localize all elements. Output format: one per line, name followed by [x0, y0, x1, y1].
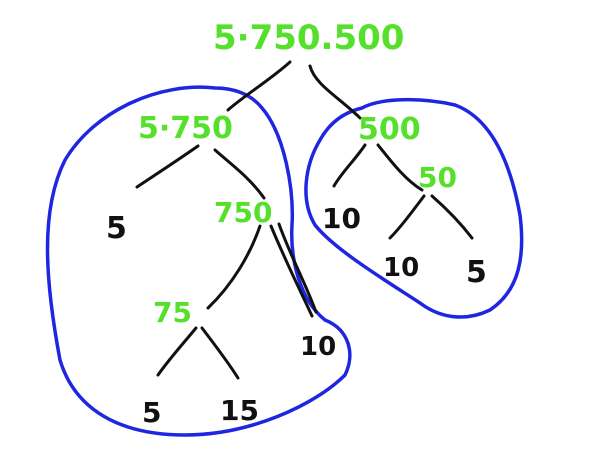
edge-50-5 — [430, 194, 474, 240]
node-75-label: 75 — [153, 296, 192, 329]
edge-500-50 — [376, 143, 424, 192]
left-group-circle — [45, 85, 352, 437]
leaf-10-right: 10 — [322, 202, 361, 235]
leaf-5-bottom: 5 — [142, 396, 161, 429]
node-5750-label: 5·750 — [138, 111, 233, 146]
leaf-10-50: 10 — [383, 253, 419, 283]
leaf-15-bottom: 15 — [220, 394, 259, 427]
edge-5750-750 — [213, 148, 266, 200]
tree-edges — [135, 60, 474, 380]
right-group-circle — [304, 97, 524, 319]
root-label: 5·750.500 — [213, 18, 404, 58]
edge-root-right — [308, 64, 362, 120]
edge-5750-5 — [135, 144, 200, 189]
edge-500-10 — [332, 143, 367, 188]
edge-750-75 — [206, 224, 262, 310]
edge-750-10b — [277, 222, 318, 314]
edge-75-5 — [156, 326, 198, 377]
edge-root-left — [226, 60, 292, 112]
node-50-label: 50 — [418, 161, 457, 194]
node-750-label: 750 — [214, 196, 272, 229]
leaf-5-50: 5 — [466, 255, 487, 290]
leaf-5-left: 5 — [106, 211, 127, 246]
edge-750-10 — [269, 224, 314, 318]
node-500-label: 500 — [358, 112, 421, 147]
leaf-10-mid: 10 — [300, 332, 336, 362]
edge-50-10 — [388, 194, 426, 240]
edge-75-15 — [200, 326, 240, 380]
